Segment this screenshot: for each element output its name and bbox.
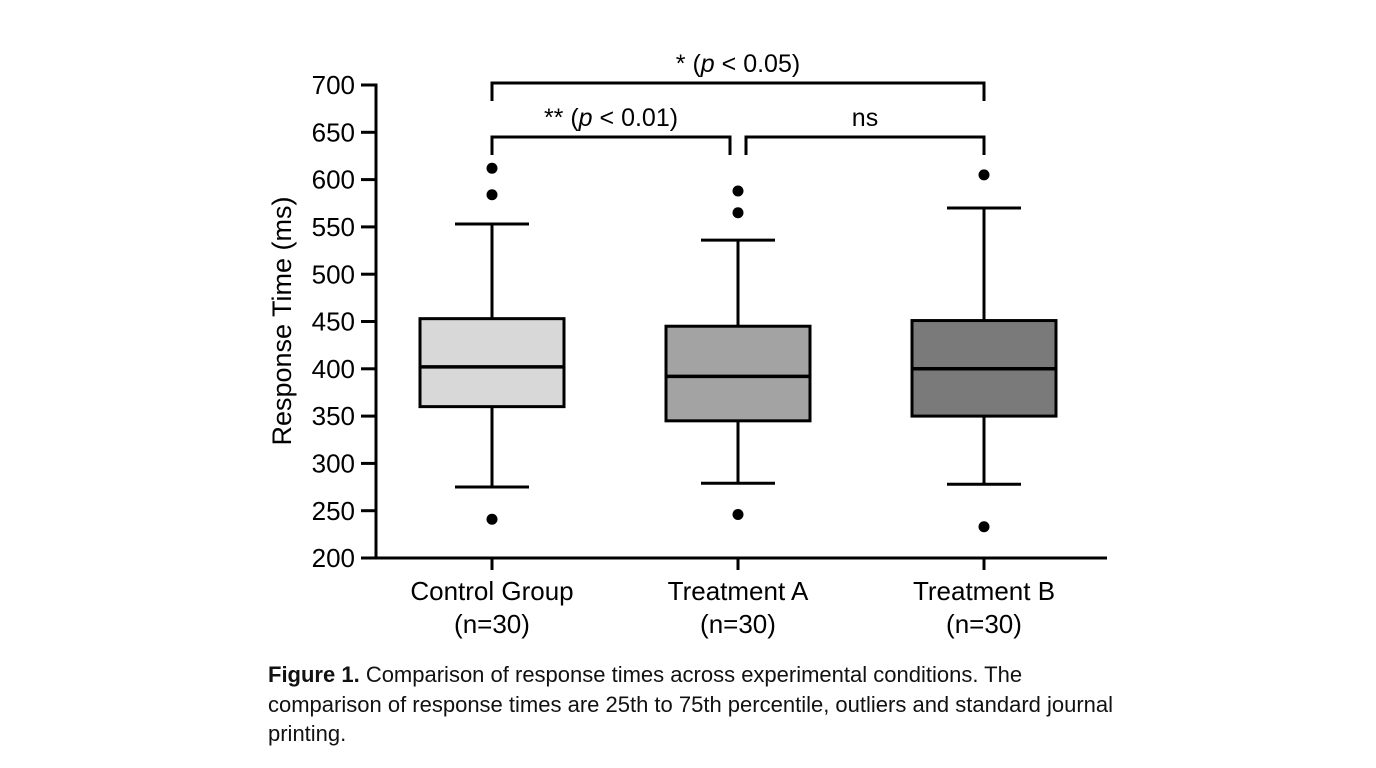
- x-category-sublabel: (n=30): [700, 609, 776, 639]
- outlier-point: [486, 162, 498, 174]
- y-axis-title: Response Time (ms): [267, 196, 297, 445]
- outlier-point: [732, 508, 744, 520]
- figure-caption-text: Comparison of response times across expe…: [268, 662, 1114, 746]
- boxplot-treatment-b: Treatment B(n=30): [910, 169, 1058, 639]
- outlier-point: [486, 513, 498, 525]
- bracket-line: [490, 135, 732, 155]
- y-tick-label: 450: [312, 307, 355, 337]
- x-category-label: Treatment B: [913, 576, 1055, 606]
- y-tick-label: 250: [312, 496, 355, 526]
- y-tick-label: 200: [312, 543, 355, 573]
- figure-caption: Figure 1. Comparison of response times a…: [268, 660, 1132, 749]
- y-tick-label: 400: [312, 354, 355, 384]
- outlier-point: [486, 189, 498, 201]
- y-tick-label: 350: [312, 401, 355, 431]
- y-tick-label: 600: [312, 165, 355, 195]
- boxplot-chart: 200 250 300 350 400 450 500 550 600 650 700 Respons…: [267, 50, 1107, 639]
- significance-bracket: ns: [744, 104, 986, 155]
- x-category-label: Control Group: [410, 576, 573, 606]
- y-tick-label: 500: [312, 259, 355, 289]
- y-tick-label: 700: [312, 70, 355, 100]
- figure-caption-label: Figure 1.: [268, 662, 360, 687]
- outlier-point: [732, 185, 744, 197]
- boxplot-treatment-a: Treatment A(n=30): [664, 185, 812, 639]
- bracket-line: [490, 81, 986, 101]
- outlier-point: [732, 207, 744, 219]
- x-category-label: Treatment A: [668, 576, 809, 606]
- iqr-box: [664, 324, 812, 423]
- bracket-label: * (p < 0.05): [676, 50, 800, 78]
- boxplot-control-group: Control Group(n=30): [410, 162, 574, 639]
- bracket-label: ** (p < 0.01): [544, 104, 678, 132]
- significance-bracket: ** (p < 0.01): [490, 104, 732, 155]
- y-tick-label: 550: [312, 212, 355, 242]
- x-category-sublabel: (n=30): [454, 609, 530, 639]
- y-tick-label: 300: [312, 449, 355, 479]
- y-tick-label: 650: [312, 117, 355, 147]
- iqr-box: [418, 317, 566, 409]
- outlier-point: [978, 521, 990, 533]
- outlier-point: [978, 169, 990, 181]
- significance-bracket: * (p < 0.05): [490, 50, 986, 101]
- bracket-label: ns: [852, 104, 878, 132]
- x-category-sublabel: (n=30): [946, 609, 1022, 639]
- bracket-line: [744, 135, 986, 155]
